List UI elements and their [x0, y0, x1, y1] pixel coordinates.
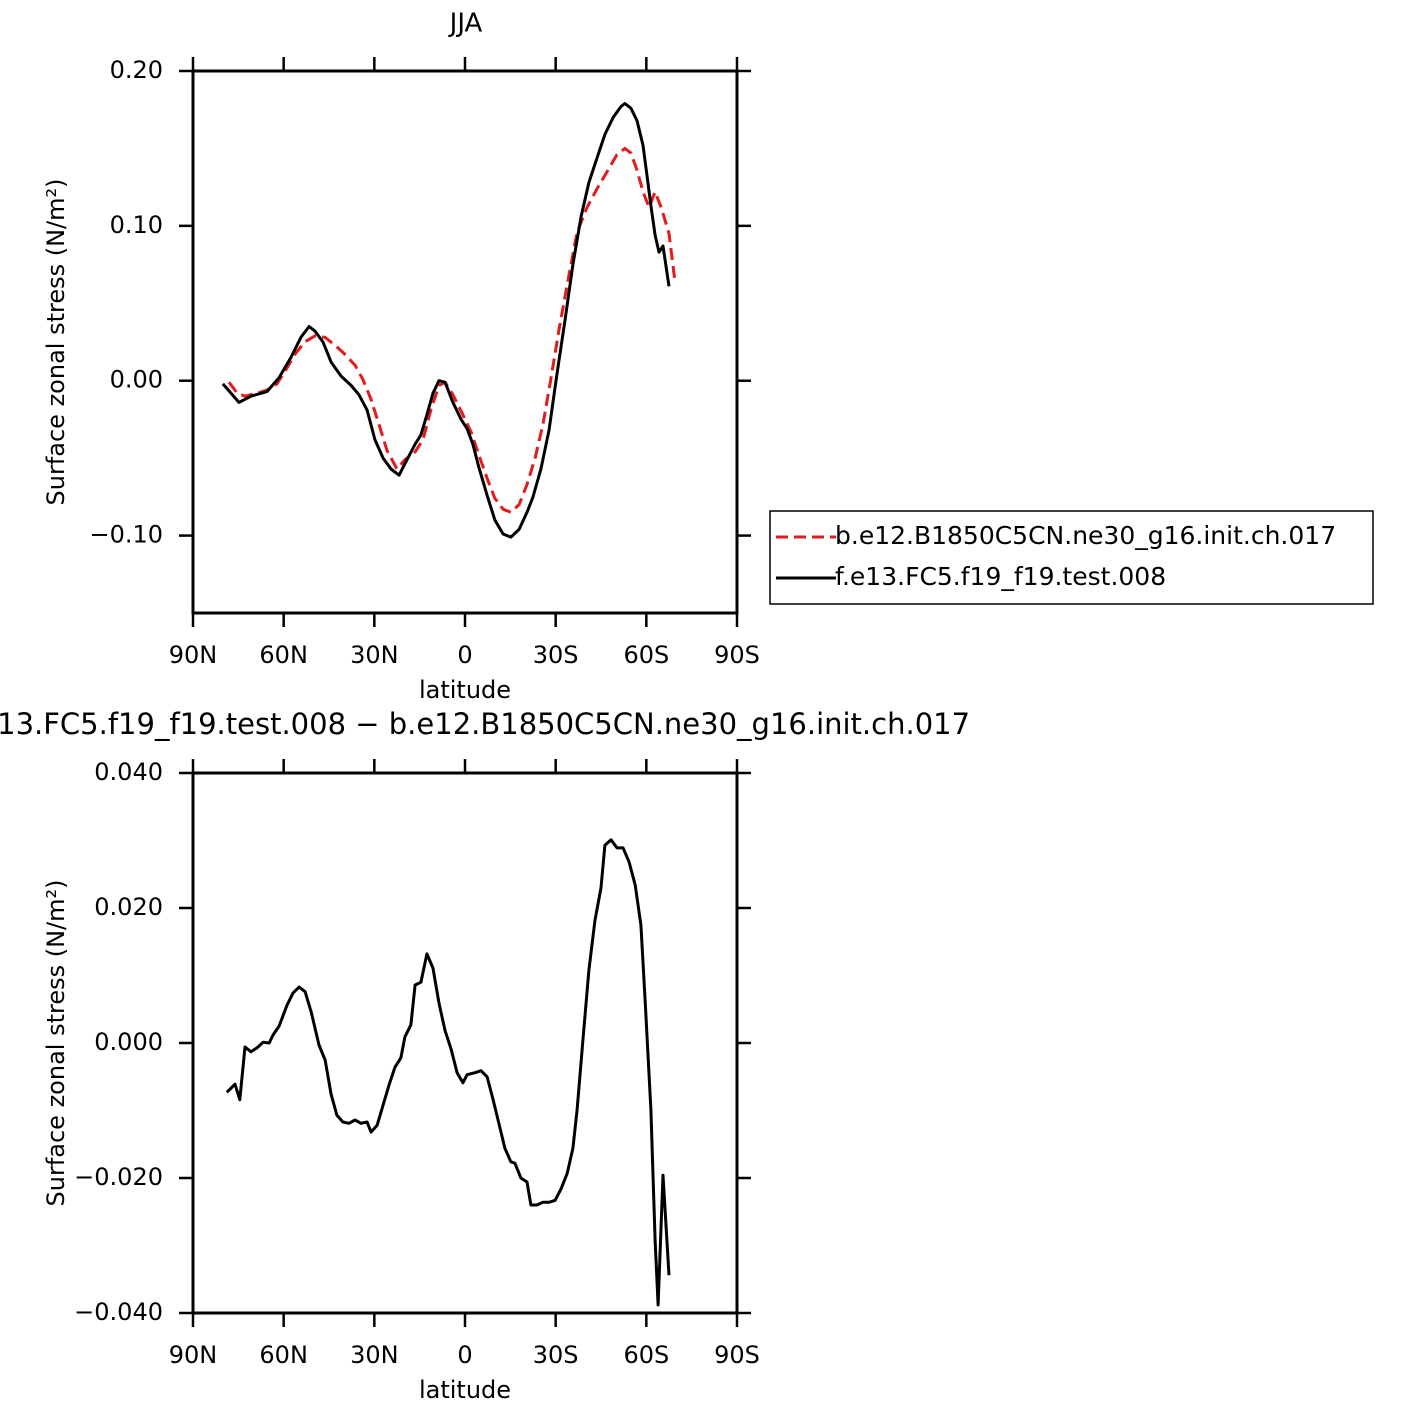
- x-tick-label: 60N: [259, 1341, 308, 1369]
- y-tick-label: −0.10: [89, 521, 163, 549]
- plot-frame: [191, 69, 739, 615]
- y-tick-label: 0.020: [94, 893, 163, 921]
- chart-title: f.e13.FC5.f19_f19.test.008 − b.e12.B1850…: [0, 707, 970, 741]
- y-tick-label: 0.000: [94, 1028, 163, 1056]
- legend-label: f.e13.FC5.f19_f19.test.008: [835, 562, 1166, 591]
- data-line: [225, 838, 671, 1307]
- x-tick-label: 90N: [169, 1341, 218, 1369]
- x-tick-label: 30S: [533, 641, 579, 669]
- x-tick-label: 90S: [714, 1341, 760, 1369]
- chart-title: JJA: [448, 9, 483, 39]
- y-tick-label: 0.040: [94, 758, 163, 786]
- x-tick-label: 30S: [533, 1341, 579, 1369]
- y-axis-label: Surface zonal stress (N/m²): [42, 880, 70, 1207]
- x-tick-label: 90S: [714, 641, 760, 669]
- legend-box: [769, 510, 1374, 605]
- y-tick-label: −0.040: [74, 1298, 163, 1326]
- data-line: [221, 102, 671, 539]
- y-axis-label: Surface zonal stress (N/m²): [42, 179, 70, 506]
- x-tick-label: 30N: [350, 1341, 399, 1369]
- y-tick-label: 0.20: [110, 56, 163, 84]
- x-tick-label: 60N: [259, 641, 308, 669]
- x-tick-label: 0: [457, 641, 472, 669]
- x-tick-label: 60S: [623, 641, 669, 669]
- x-tick-label: 90N: [169, 641, 218, 669]
- x-tick-label: 60S: [623, 1341, 669, 1369]
- x-tick-label: 30N: [350, 641, 399, 669]
- x-axis-label: latitude: [419, 676, 511, 704]
- x-axis-label: latitude: [419, 1376, 511, 1404]
- y-tick-label: 0.00: [110, 366, 163, 394]
- legend-label: b.e12.B1850C5CN.ne30_g16.init.ch.017: [835, 521, 1336, 550]
- x-tick-label: 0: [457, 1341, 472, 1369]
- data-line: [227, 146, 677, 514]
- y-tick-label: 0.10: [110, 211, 163, 239]
- y-tick-label: −0.020: [74, 1163, 163, 1191]
